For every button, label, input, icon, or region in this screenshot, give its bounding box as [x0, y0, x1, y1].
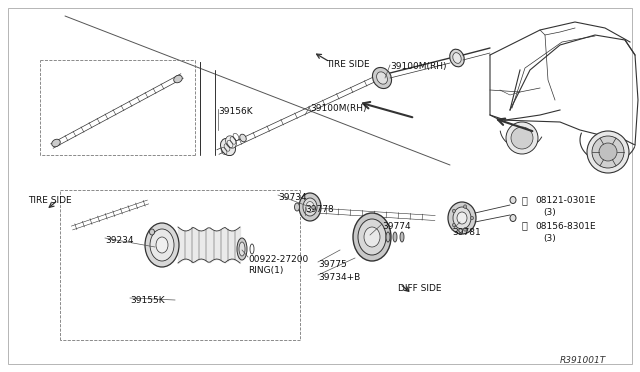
Ellipse shape	[511, 127, 533, 149]
Ellipse shape	[150, 229, 154, 235]
Ellipse shape	[506, 122, 538, 154]
Ellipse shape	[453, 207, 471, 229]
Text: 08156-8301E: 08156-8301E	[535, 222, 596, 231]
Text: 08121-0301E: 08121-0301E	[535, 196, 595, 205]
Ellipse shape	[173, 75, 182, 83]
Ellipse shape	[156, 237, 168, 253]
Ellipse shape	[463, 228, 467, 231]
Text: TIRE SIDE: TIRE SIDE	[28, 196, 72, 205]
Ellipse shape	[457, 212, 467, 224]
Text: RING(1): RING(1)	[248, 266, 284, 275]
Ellipse shape	[452, 209, 456, 213]
Ellipse shape	[240, 134, 246, 142]
Ellipse shape	[221, 138, 236, 155]
Ellipse shape	[376, 72, 387, 84]
Text: 39156K: 39156K	[218, 107, 253, 116]
Text: 39781: 39781	[452, 228, 481, 237]
Ellipse shape	[400, 232, 404, 242]
Ellipse shape	[452, 53, 461, 63]
Text: 39100M(RH): 39100M(RH)	[310, 104, 367, 113]
Text: 39155K: 39155K	[130, 296, 164, 305]
Text: 39734+B: 39734+B	[318, 273, 360, 282]
Ellipse shape	[470, 216, 474, 220]
Text: 39774: 39774	[382, 222, 411, 231]
Ellipse shape	[386, 232, 390, 242]
Ellipse shape	[306, 202, 314, 212]
Text: DIFF SIDE: DIFF SIDE	[398, 284, 442, 293]
Ellipse shape	[239, 242, 245, 256]
Text: 39100M(RH): 39100M(RH)	[390, 62, 447, 71]
Ellipse shape	[353, 213, 391, 261]
Ellipse shape	[450, 49, 464, 67]
Text: R391001T: R391001T	[560, 356, 606, 365]
Ellipse shape	[364, 227, 380, 247]
Ellipse shape	[510, 215, 516, 221]
Ellipse shape	[150, 229, 174, 261]
Text: Ⓑ: Ⓑ	[522, 195, 528, 205]
Ellipse shape	[237, 238, 247, 260]
Text: (3): (3)	[543, 208, 556, 217]
Text: Ⓑ: Ⓑ	[522, 220, 528, 230]
Ellipse shape	[452, 223, 456, 227]
Ellipse shape	[510, 196, 516, 203]
Ellipse shape	[299, 193, 321, 221]
Ellipse shape	[52, 139, 60, 147]
Ellipse shape	[145, 223, 179, 267]
Text: 39734: 39734	[278, 193, 307, 202]
Text: (3): (3)	[543, 234, 556, 243]
Text: 39775: 39775	[318, 260, 347, 269]
Ellipse shape	[463, 205, 467, 208]
Text: 00922-27200: 00922-27200	[248, 255, 308, 264]
Ellipse shape	[599, 143, 617, 161]
Ellipse shape	[372, 67, 392, 89]
Text: TIRE SIDE: TIRE SIDE	[326, 60, 370, 69]
Text: 39778: 39778	[305, 205, 333, 214]
Text: 39234: 39234	[105, 236, 134, 245]
Ellipse shape	[226, 136, 236, 148]
Ellipse shape	[393, 232, 397, 242]
Ellipse shape	[448, 202, 476, 234]
Ellipse shape	[303, 198, 317, 216]
Ellipse shape	[592, 136, 624, 168]
Ellipse shape	[587, 131, 629, 173]
Ellipse shape	[358, 219, 386, 255]
Ellipse shape	[294, 203, 300, 211]
